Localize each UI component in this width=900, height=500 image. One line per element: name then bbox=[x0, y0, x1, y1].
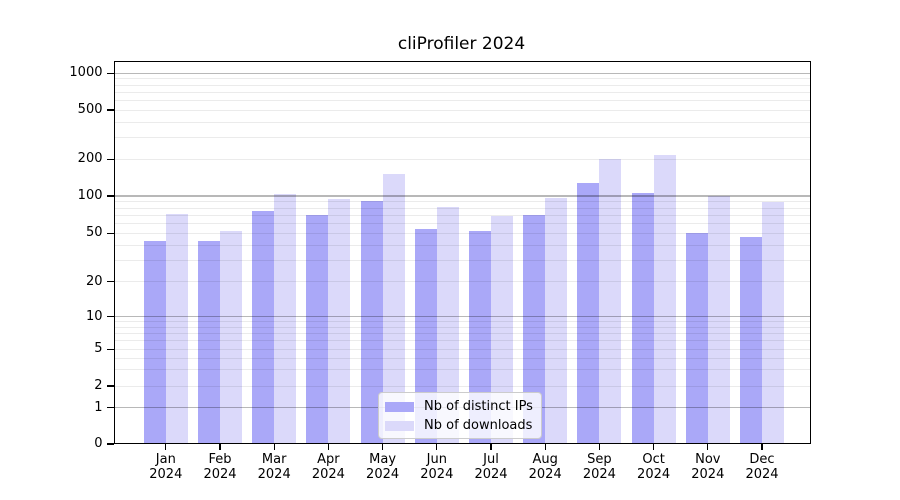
x-tick-label-dec: Dec 2024 bbox=[745, 452, 779, 482]
bar-distinct-ips-jan bbox=[143, 241, 166, 444]
x-tick-label-apr: Apr 2024 bbox=[311, 452, 345, 482]
bar-downloads-mar bbox=[274, 193, 297, 444]
bar-distinct-ips-jul bbox=[469, 231, 491, 444]
y-tick-20 bbox=[106, 281, 114, 283]
bar-downloads-jan bbox=[165, 213, 188, 444]
bar-downloads-nov bbox=[707, 196, 730, 444]
x-tick-apr bbox=[327, 444, 329, 450]
x-tick-oct bbox=[653, 444, 655, 450]
bar-downloads-dec bbox=[762, 201, 784, 444]
bar-downloads-aug bbox=[545, 197, 568, 444]
y-tick-label-5: 5 bbox=[94, 341, 103, 357]
y-tick-5 bbox=[106, 348, 114, 350]
legend: Nb of distinct IPs Nb of downloads bbox=[378, 392, 542, 439]
x-tick-label-mar: Mar 2024 bbox=[257, 452, 291, 482]
x-tick-jul bbox=[490, 444, 492, 450]
bar-distinct-ips-mar bbox=[252, 211, 275, 444]
x-tick-label-jan: Jan 2024 bbox=[149, 452, 183, 482]
bar-distinct-ips-dec bbox=[740, 236, 762, 444]
x-tick-jun bbox=[436, 444, 438, 450]
x-tick-label-jun: Jun 2024 bbox=[420, 452, 454, 482]
y-tick-label-200: 200 bbox=[77, 151, 103, 167]
bar-distinct-ips-sep bbox=[577, 183, 600, 444]
bar-distinct-ips-may bbox=[360, 201, 383, 444]
y-tick-1 bbox=[106, 407, 114, 409]
y-tick-200 bbox=[106, 158, 114, 160]
legend-label-distinct-ips: Nb of distinct IPs bbox=[424, 399, 533, 414]
bar-distinct-ips-apr bbox=[306, 215, 329, 444]
legend-swatch-downloads bbox=[385, 420, 414, 432]
x-tick-label-aug: Aug 2024 bbox=[528, 452, 562, 482]
x-tick-feb bbox=[219, 444, 221, 450]
x-tick-dec bbox=[761, 444, 763, 450]
y-tick-50 bbox=[106, 232, 114, 234]
bar-downloads-jun bbox=[436, 207, 459, 444]
bar-distinct-ips-aug bbox=[523, 215, 546, 444]
bar-distinct-ips-nov bbox=[685, 233, 708, 444]
y-tick-0 bbox=[106, 443, 114, 445]
x-tick-label-nov: Nov 2024 bbox=[691, 452, 725, 482]
x-tick-label-jul: Jul 2024 bbox=[474, 452, 508, 482]
legend-swatch-distinct-ips bbox=[385, 401, 414, 413]
bar-downloads-may bbox=[382, 173, 405, 444]
x-tick-nov bbox=[707, 444, 709, 450]
bar-downloads-jul bbox=[491, 215, 513, 444]
y-tick-label-1000: 1000 bbox=[69, 65, 103, 81]
x-tick-label-may: May 2024 bbox=[366, 452, 400, 482]
y-tick-label-1: 1 bbox=[94, 399, 103, 415]
x-tick-jan bbox=[165, 444, 167, 450]
bar-downloads-sep bbox=[599, 159, 622, 444]
y-tick-100 bbox=[106, 195, 114, 197]
x-tick-sep bbox=[598, 444, 600, 450]
bar-distinct-ips-feb bbox=[198, 241, 220, 444]
x-tick-label-sep: Sep 2024 bbox=[582, 452, 616, 482]
y-tick-label-20: 20 bbox=[85, 273, 103, 289]
legend-label-downloads: Nb of downloads bbox=[424, 418, 533, 433]
bar-distinct-ips-oct bbox=[631, 193, 654, 444]
x-tick-may bbox=[382, 444, 384, 450]
y-tick-label-500: 500 bbox=[77, 102, 103, 117]
y-tick-label-50: 50 bbox=[85, 225, 103, 241]
chart-title: cliProfiler 2024 bbox=[397, 34, 526, 54]
x-tick-aug bbox=[544, 444, 546, 450]
y-tick-label-100: 100 bbox=[77, 188, 103, 203]
y-tick-1000 bbox=[106, 72, 114, 74]
x-tick-mar bbox=[273, 444, 275, 450]
bar-downloads-oct bbox=[653, 155, 676, 444]
legend-item-distinct-ips: Nb of distinct IPs bbox=[385, 399, 535, 415]
bar-downloads-apr bbox=[328, 198, 351, 444]
x-tick-label-oct: Oct 2024 bbox=[637, 452, 671, 482]
y-tick-label-0: 0 bbox=[94, 436, 103, 451]
bar-distinct-ips-jun bbox=[414, 229, 437, 444]
bar-downloads-feb bbox=[220, 231, 242, 444]
y-tick-10 bbox=[106, 316, 114, 318]
y-tick-2 bbox=[106, 385, 114, 387]
y-tick-label-2: 2 bbox=[94, 378, 103, 393]
y-tick-500 bbox=[106, 109, 114, 111]
legend-item-downloads: Nb of downloads bbox=[385, 418, 535, 434]
y-tick-label-10: 10 bbox=[85, 308, 103, 324]
x-tick-label-feb: Feb 2024 bbox=[203, 452, 237, 482]
